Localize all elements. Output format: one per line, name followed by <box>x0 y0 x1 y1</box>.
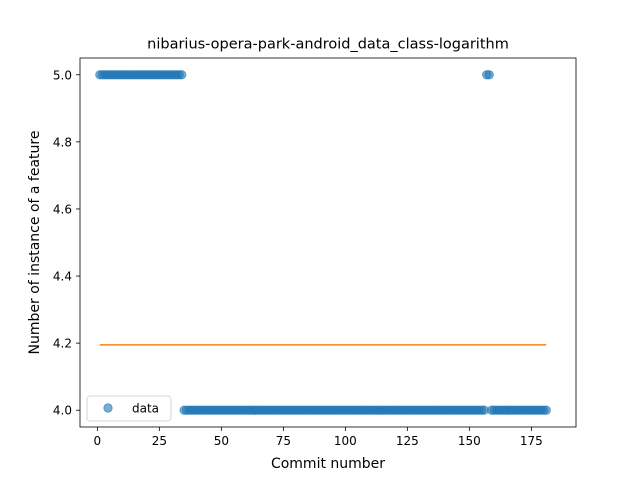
y-axis-ticks: 4.0 4.2 4.4 4.6 4.8 5.0 <box>53 68 80 418</box>
y-tick-label: 4.0 <box>53 404 72 418</box>
x-tick-label: 100 <box>334 434 357 448</box>
x-tick-label: 25 <box>152 434 167 448</box>
data-point <box>484 70 494 80</box>
data-points <box>95 70 551 415</box>
x-axis-ticks: 0 25 50 75 100 125 150 175 <box>94 427 543 448</box>
data-point <box>541 405 551 415</box>
x-tick-label: 150 <box>458 434 481 448</box>
legend-marker-data <box>103 403 113 413</box>
x-tick-label: 75 <box>276 434 291 448</box>
y-axis-label: Number of instance of a feature <box>27 131 43 355</box>
x-tick-label: 125 <box>396 434 419 448</box>
legend: data <box>86 395 172 422</box>
y-tick-label: 4.6 <box>53 202 72 216</box>
y-tick-label: 4.2 <box>53 337 72 351</box>
legend-box <box>86 395 172 422</box>
data-point <box>176 70 187 80</box>
y-tick-label: 4.8 <box>53 135 72 149</box>
x-axis-label: Commit number <box>271 456 385 472</box>
plot-area-frame <box>79 57 577 428</box>
y-tick-label: 5.0 <box>53 68 72 82</box>
chart-title: nibarius-opera-park-android_data_class-l… <box>147 37 509 53</box>
y-tick-label: 4.4 <box>53 270 72 284</box>
x-tick-label: 175 <box>520 434 543 448</box>
x-tick-label: 50 <box>214 434 229 448</box>
x-tick-label: 0 <box>94 434 102 448</box>
legend-label-data: data <box>132 402 159 416</box>
